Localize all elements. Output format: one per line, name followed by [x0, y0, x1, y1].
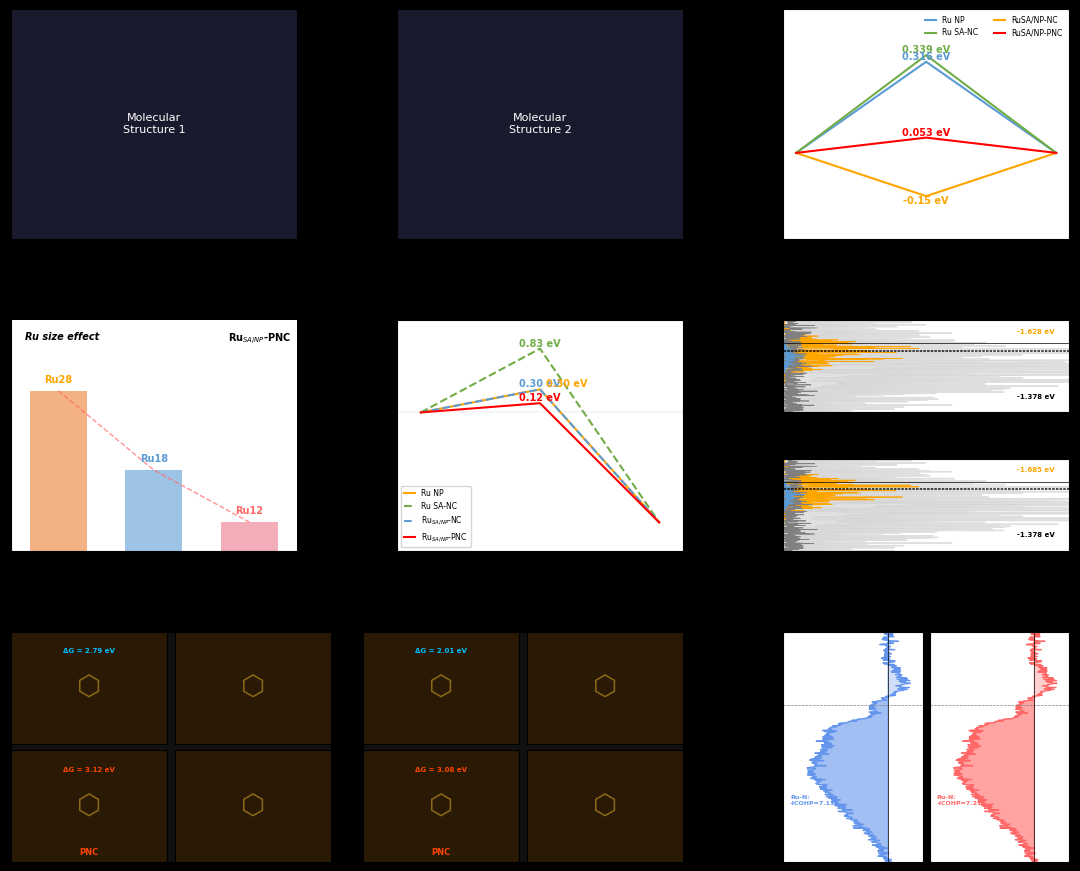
Text: ΔG = 3.08 eV: ΔG = 3.08 eV [415, 766, 467, 773]
Text: Ru-N:
-ICOHP=7.214: Ru-N: -ICOHP=7.214 [936, 795, 986, 806]
Text: 0.30 eV: 0.30 eV [546, 380, 588, 389]
Bar [30, 391, 87, 550]
Y-axis label: Free energy (eV): Free energy (eV) [351, 395, 362, 476]
Text: ΔG = 3.12 eV: ΔG = 3.12 eV [63, 766, 114, 773]
Text: -1.378 eV: -1.378 eV [1017, 532, 1055, 538]
Text: -1.378 eV: -1.378 eV [1017, 394, 1055, 400]
Text: ⬡: ⬡ [77, 792, 102, 820]
Text: Ru12: Ru12 [235, 506, 264, 517]
Text: ⬡: ⬡ [77, 674, 102, 702]
Text: ΔG = 2.79 eV: ΔG = 2.79 eV [63, 649, 114, 654]
Text: 0.316 eV: 0.316 eV [902, 51, 950, 62]
Text: ⬡: ⬡ [241, 792, 265, 820]
X-axis label: DOS: DOS [919, 571, 934, 577]
X-axis label: DOS: DOS [919, 433, 934, 439]
Text: ΔG = 2.01 eV: ΔG = 2.01 eV [415, 649, 467, 654]
Text: 0.83 eV: 0.83 eV [519, 339, 561, 348]
Y-axis label: E-E$_f$ (eV): E-E$_f$ (eV) [741, 350, 751, 382]
Text: -1.628 eV: -1.628 eV [1017, 329, 1055, 335]
Text: Ru18: Ru18 [139, 455, 167, 464]
Text: ⬡: ⬡ [429, 674, 454, 702]
Text: Ru$_{SA/NP}$-PNC: Ru$_{SA/NP}$-PNC [228, 332, 292, 347]
Text: Molecular
Structure 2: Molecular Structure 2 [509, 113, 571, 135]
Text: Ru28: Ru28 [44, 375, 72, 385]
Y-axis label: Free energy (eV): Free energy (eV) [738, 84, 747, 165]
Bar [220, 522, 278, 550]
Text: 0.339 eV: 0.339 eV [902, 45, 950, 55]
Text: -1.685 eV: -1.685 eV [1017, 468, 1055, 474]
Text: Ru-N:
-ICOHP=7.114: Ru-N: -ICOHP=7.114 [791, 795, 840, 806]
Title: Ru$_{SA/NP}$-NC: Ru$_{SA/NP}$-NC [907, 310, 945, 321]
Text: ⬡: ⬡ [593, 792, 617, 820]
Legend: Ru NP, Ru SA-NC, Ru$_{SA/NP}$-NC, Ru$_{SA/NP}$-PNC: Ru NP, Ru SA-NC, Ru$_{SA/NP}$-NC, Ru$_{S… [401, 486, 471, 547]
Text: Molecular
Structure 1: Molecular Structure 1 [122, 113, 185, 135]
Y-axis label: E-E$_f$ (eV): E-E$_f$ (eV) [741, 489, 751, 521]
Text: Ru size effect: Ru size effect [25, 332, 99, 341]
Text: PNC: PNC [431, 847, 450, 857]
Text: ⬡: ⬡ [429, 792, 454, 820]
Text: -0.15 eV: -0.15 eV [904, 196, 949, 206]
Title: Ru$_{SA/NP}$-PNC: Ru$_{SA/NP}$-PNC [978, 621, 1021, 631]
Title: Ru$_{SA/NP}$-PNC: Ru$_{SA/NP}$-PNC [905, 448, 947, 458]
Text: 0.30 eV: 0.30 eV [519, 380, 561, 389]
Text: PNC: PNC [79, 847, 98, 857]
Text: ⬡: ⬡ [241, 674, 265, 702]
Legend: Ru NP, Ru SA-NC, RuSA/NP-NC, RuSA/NP-PNC: Ru NP, Ru SA-NC, RuSA/NP-NC, RuSA/NP-PNC [921, 12, 1065, 40]
Text: 0.053 eV: 0.053 eV [902, 128, 950, 138]
Bar [125, 470, 183, 550]
Text: ⬡: ⬡ [593, 674, 617, 702]
Y-axis label: E-E$_f$ (eV): E-E$_f$ (eV) [741, 731, 751, 763]
Text: c): c) [740, 4, 755, 18]
Title: Ru$_{SA/NP}$-NC: Ru$_{SA/NP}$-NC [834, 621, 873, 631]
Text: 0.12 eV: 0.12 eV [519, 393, 561, 403]
